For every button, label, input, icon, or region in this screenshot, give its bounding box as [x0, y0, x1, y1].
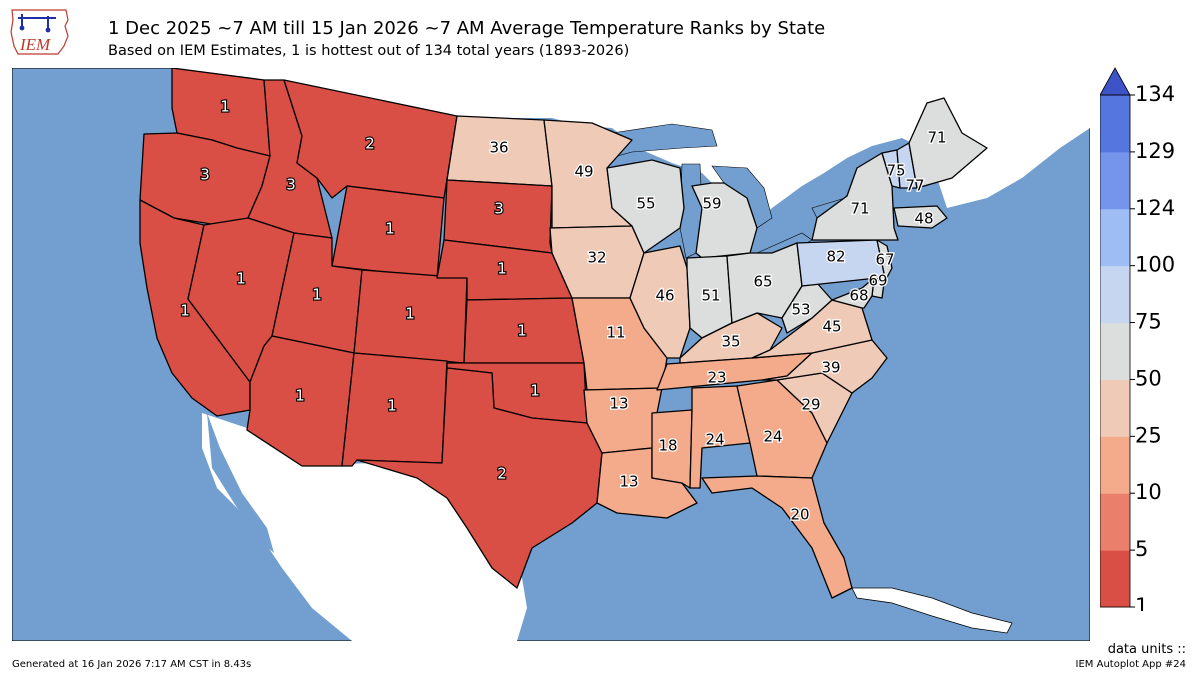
rank-label-fl: 20 [790, 506, 809, 524]
gulf-of-california [207, 413, 274, 553]
colorbar-canvas: 1 5 10 25 50 75 100 124 129 134 [1099, 67, 1175, 618]
state-mi [691, 182, 758, 259]
rank-label-ar: 13 [609, 395, 628, 413]
chart-subtitle: Based on IEM Estimates, 1 is hottest out… [108, 43, 630, 59]
rank-label-va: 45 [822, 318, 841, 336]
mexico-land [202, 413, 527, 641]
rank-label-md: 68 [849, 287, 868, 305]
colorbar-bin [1100, 265, 1130, 324]
colorbar-bin [1100, 208, 1130, 267]
colorbar-extension [1099, 67, 1131, 96]
rank-label-mi: 59 [702, 195, 721, 213]
svg-text:IEM: IEM [19, 35, 51, 54]
data-units-label: data units :: [1107, 642, 1186, 657]
rank-label-or: 3 [200, 166, 210, 184]
state-md [831, 277, 875, 309]
rank-label-nv: 1 [236, 270, 246, 288]
rank-label-co: 1 [405, 305, 415, 323]
rank-label-az: 1 [295, 387, 305, 405]
rank-label-id: 3 [286, 176, 296, 194]
rank-label-ia: 32 [587, 249, 606, 267]
colorbar-outline [1099, 94, 1131, 608]
colorbar-bin [1100, 151, 1130, 210]
colorbar-tick-label: 100 [1135, 253, 1175, 277]
rank-label-ky: 35 [721, 333, 740, 351]
colorbar-tick-label: 5 [1135, 537, 1148, 561]
state-me [908, 97, 988, 189]
rank-label-de: 69 [868, 272, 887, 290]
rank-label-nh: 77 [905, 177, 924, 195]
colorbar-bin [1100, 550, 1130, 608]
colorbar-tick-label: 10 [1135, 480, 1162, 504]
rank-label-nj: 67 [875, 251, 894, 269]
rank-label-vt: 75 [886, 162, 905, 180]
rank-label-ny: 71 [850, 200, 869, 218]
colorbar-tick-label: 129 [1135, 139, 1175, 163]
us-state-rank-map: 1 3 1 3 1 2 1 1 1 1 1 36 3 1 1 1 2 49 32 11 13 13 55 46 18 59 51 35… [12, 68, 1090, 641]
colorbar-bin [1100, 95, 1130, 153]
map-canvas: 1313121111136311124932111313554618595135… [12, 68, 1090, 641]
rank-label-in: 51 [701, 287, 720, 305]
colorbar-tick-label: 134 [1135, 82, 1175, 106]
rank-label-tx: 2 [497, 465, 507, 483]
rank-label-nc: 39 [821, 359, 840, 377]
state-nc [761, 339, 888, 394]
rank-labels-layer: 1313121111136311124932111313554618595135… [179, 96, 948, 524]
colorbar-bin [1100, 379, 1130, 437]
rank-label-la: 13 [619, 473, 638, 491]
rank-label-mt: 2 [365, 135, 375, 153]
colorbar-tick-label: 124 [1135, 196, 1175, 220]
rank-label-mo: 11 [606, 324, 625, 342]
colorbar-bin [1100, 436, 1130, 494]
rank-label-ks: 1 [517, 322, 527, 340]
rank-label-ms: 18 [658, 437, 677, 455]
state-ny [811, 152, 899, 241]
rank-label-ok: 1 [530, 382, 540, 400]
rank-label-ne: 1 [497, 260, 507, 278]
colorbar: 1 5 10 25 50 75 100 124 129 134 [1099, 66, 1190, 618]
state-tx [356, 367, 603, 589]
rank-label-ut: 1 [312, 286, 322, 304]
state-ma [893, 205, 948, 229]
rank-label-ca: 1 [180, 302, 190, 320]
app-id: IEM Autoplot App #24 [1075, 659, 1186, 670]
rank-label-tn: 23 [707, 369, 726, 387]
colorbar-tick-label: 50 [1135, 366, 1162, 390]
colorbar-tick-label: 1 [1135, 594, 1148, 611]
rank-label-sd: 3 [494, 200, 504, 218]
generated-timestamp: Generated at 16 Jan 2026 7:17 AM CST in … [12, 659, 252, 670]
colorbar-tick-label: 25 [1135, 423, 1162, 447]
rank-label-al: 24 [705, 431, 724, 449]
rank-label-ga: 24 [763, 428, 782, 446]
chart-title: 1 Dec 2025 ~7 AM till 15 Jan 2026 ~7 AM … [108, 18, 826, 39]
iem-logo-graphic: IEM [10, 9, 69, 55]
state-wi [606, 159, 685, 254]
colorbar-tick-label: 75 [1135, 310, 1162, 334]
rank-label-nd: 36 [489, 139, 508, 157]
rank-label-ma: 48 [914, 210, 933, 228]
state-fl [701, 475, 853, 599]
rank-label-nm: 1 [387, 397, 397, 415]
colorbar-bin [1100, 493, 1130, 551]
rank-label-wi: 55 [636, 195, 655, 213]
rank-label-pa: 82 [826, 248, 845, 266]
rank-label-sc: 29 [801, 396, 820, 414]
cuba-land [851, 587, 1013, 634]
states-layer [139, 68, 988, 599]
rank-label-wv: 53 [791, 301, 810, 319]
rank-label-oh: 65 [753, 273, 772, 291]
colorbar-bin [1100, 322, 1130, 380]
rank-label-wa: 1 [220, 98, 230, 116]
rank-label-il: 46 [655, 287, 674, 305]
iem-logo: IEM [8, 6, 72, 60]
rank-label-me: 71 [927, 129, 946, 147]
rank-label-wy: 1 [385, 220, 395, 238]
rank-label-mn: 49 [574, 163, 593, 181]
